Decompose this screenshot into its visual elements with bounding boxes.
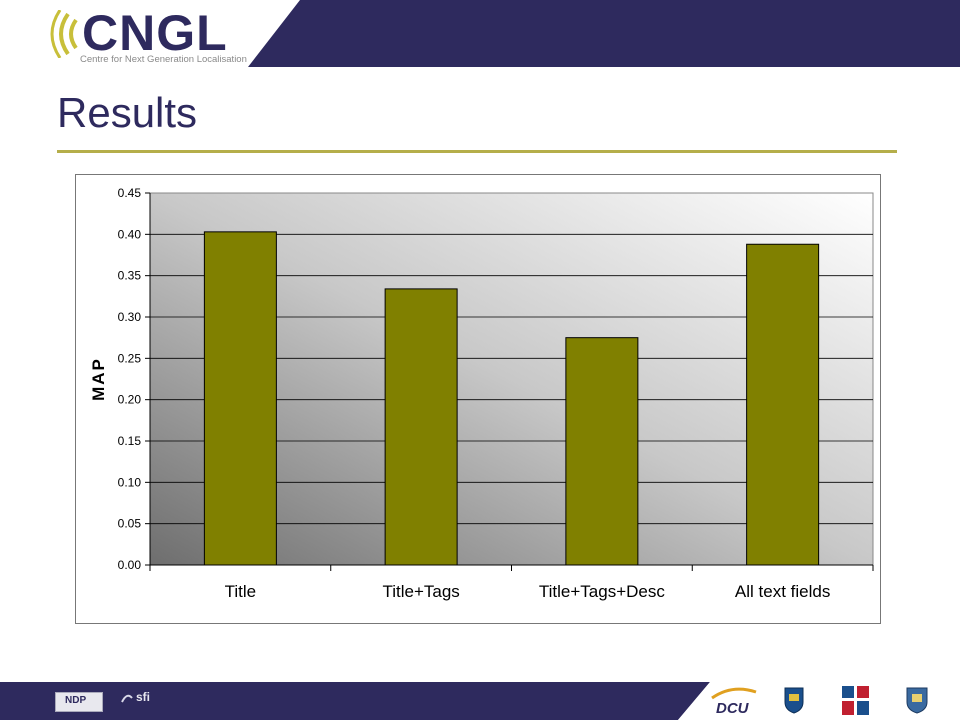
dcu-swoosh-icon — [711, 687, 757, 700]
signal-waves-icon — [50, 10, 78, 58]
chart-frame: 0.00 0.05 0.10 0.15 0.20 0.25 0.30 0.35 0.40 0.45… — [75, 174, 881, 624]
y-axis-ticks: 0.00 0.05 0.10 0.15 0.20 0.25 0.30 0.35 0.40 0.45 — [118, 186, 150, 572]
ucd-shield-icon — [784, 687, 804, 714]
y-tick-label: 0.40 — [118, 227, 142, 241]
bar-chart: 0.00 0.05 0.10 0.15 0.20 0.25 0.30 0.35 0.40 0.45… — [89, 186, 874, 601]
ndp-logo-icon: NDP — [55, 692, 103, 712]
y-tick-label: 0.25 — [118, 351, 142, 365]
x-tick-label: All text fields — [735, 582, 830, 601]
bar — [203, 231, 277, 566]
ndp-logo-text: NDP — [65, 695, 87, 706]
bar — [384, 288, 458, 566]
y-tick-label: 0.20 — [118, 393, 142, 407]
dcu-logo-icon: DCU — [710, 686, 758, 718]
ul-crest-icon: UL — [906, 686, 928, 714]
header-banner — [0, 0, 960, 67]
footer-banner — [0, 682, 960, 720]
x-axis-ticks: Title Title+Tags Title+Tags+Desc All text f… — [149, 565, 874, 601]
y-tick-label: 0.05 — [118, 517, 142, 531]
y-tick-label: 0.10 — [118, 475, 142, 489]
dcu-logo-text: DCU — [716, 700, 749, 717]
x-tick-label: Title+Tags+Desc — [539, 582, 665, 601]
tcd-logo-icon: TCD — [842, 686, 870, 716]
title-divider — [57, 150, 897, 153]
y-tick-label: 0.35 — [118, 269, 142, 283]
ul-logo-text: UL — [906, 686, 907, 687]
logo-tagline: Centre for Next Generation Localisation — [80, 54, 247, 65]
ul-shield-icon — [906, 687, 928, 714]
y-axis-label: MAP — [89, 357, 108, 401]
slide-title: Results — [57, 89, 198, 136]
sfi-logo-icon: sfi — [120, 688, 160, 712]
y-tick-label: 0.30 — [118, 310, 142, 324]
ucd-logo-text: UCD — [784, 686, 785, 687]
bar — [746, 243, 820, 566]
logo-wordmark: CNGL — [82, 5, 228, 61]
cngl-logo: CNGL Centre for Next Generation Localisa… — [50, 4, 250, 68]
y-tick-label: 0.15 — [118, 434, 142, 448]
sfi-swirl-icon — [121, 694, 133, 703]
sfi-logo-text: sfi — [136, 690, 151, 704]
bar — [565, 337, 639, 566]
x-tick-label: Title — [225, 582, 257, 601]
x-tick-label: Title+Tags — [382, 582, 459, 601]
y-tick-label: 0.00 — [118, 558, 142, 572]
ucd-crest-icon: UCD — [784, 686, 804, 714]
bars — [203, 231, 820, 566]
tcd-blocks-icon — [842, 686, 869, 715]
tcd-logo-text: TCD — [842, 686, 843, 687]
y-tick-label: 0.45 — [118, 186, 142, 200]
